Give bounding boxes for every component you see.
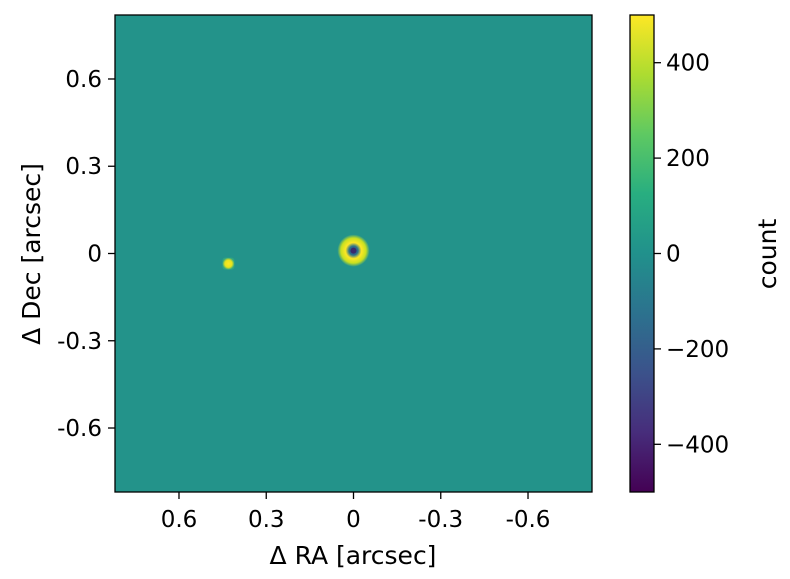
colorbar bbox=[629, 14, 655, 493]
y-axis-label: Δ Dec [arcsec] bbox=[17, 163, 46, 345]
x-tick-label: 0.6 bbox=[161, 507, 198, 533]
colorbar-axis: 400 200 0 −200 −400 bbox=[654, 51, 729, 458]
companion-source bbox=[222, 257, 235, 270]
x-axis-label: Δ RA [arcsec] bbox=[270, 541, 437, 570]
x-tick-label: -0.3 bbox=[418, 507, 463, 533]
colorbar-label: count bbox=[753, 219, 782, 290]
y-tick-label: -0.3 bbox=[57, 329, 102, 355]
x-tick-label: 0 bbox=[346, 507, 361, 533]
colorbar-tick-label: −200 bbox=[666, 337, 729, 363]
x-axis: 0.6 0.3 0 -0.3 -0.6 bbox=[161, 492, 551, 533]
y-tick-label: 0.6 bbox=[65, 67, 102, 93]
x-tick-label: 0.3 bbox=[248, 507, 285, 533]
y-tick-label: -0.6 bbox=[57, 416, 102, 442]
x-tick-label: -0.6 bbox=[506, 507, 551, 533]
y-tick-label: 0 bbox=[87, 242, 102, 268]
colorbar-tick-label: −400 bbox=[666, 432, 729, 458]
colorbar-tick-label: 0 bbox=[666, 242, 681, 268]
central-ring-core bbox=[350, 247, 357, 254]
y-tick-label: 0.3 bbox=[65, 154, 102, 180]
colorbar-tick-label: 400 bbox=[666, 51, 710, 77]
colorbar-tick-label: 200 bbox=[666, 146, 710, 172]
y-axis: 0.6 0.3 0 -0.3 -0.6 bbox=[57, 67, 115, 442]
